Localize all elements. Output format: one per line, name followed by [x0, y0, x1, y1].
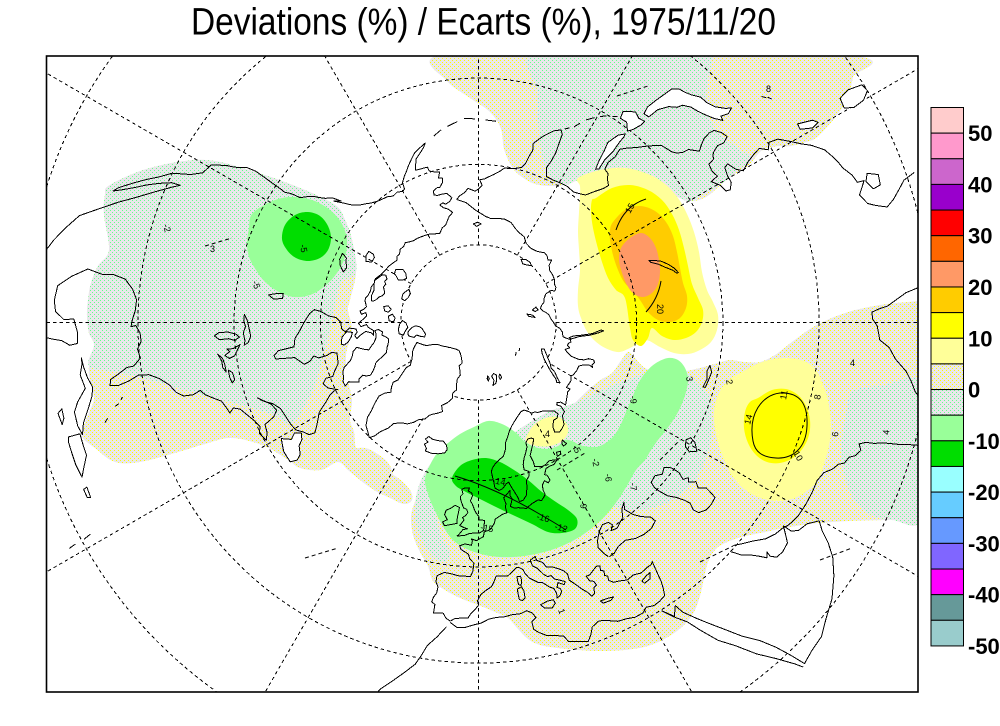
svg-text:10: 10: [968, 326, 992, 351]
svg-text:-5: -5: [298, 244, 309, 254]
svg-text:3: 3: [684, 376, 695, 383]
svg-text:-15: -15: [480, 522, 495, 534]
svg-text:-14: -14: [492, 475, 507, 487]
svg-text:2: 2: [724, 379, 735, 386]
svg-text:-5: -5: [250, 279, 262, 290]
svg-text:-40: -40: [968, 583, 1000, 608]
svg-text:10: 10: [791, 449, 805, 463]
svg-text:-5: -5: [570, 443, 583, 455]
svg-text:-20: -20: [968, 480, 1000, 505]
svg-text:-10: -10: [968, 429, 1000, 454]
svg-text:4: 4: [850, 358, 855, 368]
svg-text:6: 6: [830, 431, 840, 437]
svg-text:20: 20: [655, 304, 665, 314]
svg-text:3: 3: [210, 244, 215, 254]
svg-text:30: 30: [968, 224, 992, 249]
svg-text:4: 4: [881, 429, 891, 435]
svg-text:0: 0: [968, 378, 980, 403]
svg-text:-9: -9: [578, 500, 589, 509]
svg-text:4: 4: [545, 429, 550, 439]
svg-text:11: 11: [778, 389, 789, 400]
svg-text:20: 20: [968, 275, 992, 300]
svg-text:15: 15: [623, 201, 637, 215]
svg-text:-7: -7: [628, 482, 639, 491]
svg-text:-30: -30: [968, 531, 1000, 556]
svg-text:14: 14: [742, 413, 754, 425]
svg-text:-16: -16: [535, 511, 550, 524]
svg-text:8: 8: [766, 84, 771, 94]
svg-text:-9: -9: [628, 395, 639, 404]
svg-text:8: 8: [812, 394, 823, 401]
svg-text:-6: -6: [603, 473, 614, 482]
svg-text:-2: -2: [161, 223, 173, 233]
svg-text:40: 40: [968, 172, 992, 197]
svg-text:50: 50: [968, 121, 992, 146]
svg-text:-2: -2: [590, 458, 601, 468]
svg-text:Deviations (%) / Ecarts (%), 1: Deviations (%) / Ecarts (%), 1975/11/20: [191, 2, 776, 44]
svg-text:1: 1: [556, 607, 567, 615]
svg-text:-50: -50: [968, 634, 1000, 659]
svg-text:-12: -12: [553, 521, 568, 534]
